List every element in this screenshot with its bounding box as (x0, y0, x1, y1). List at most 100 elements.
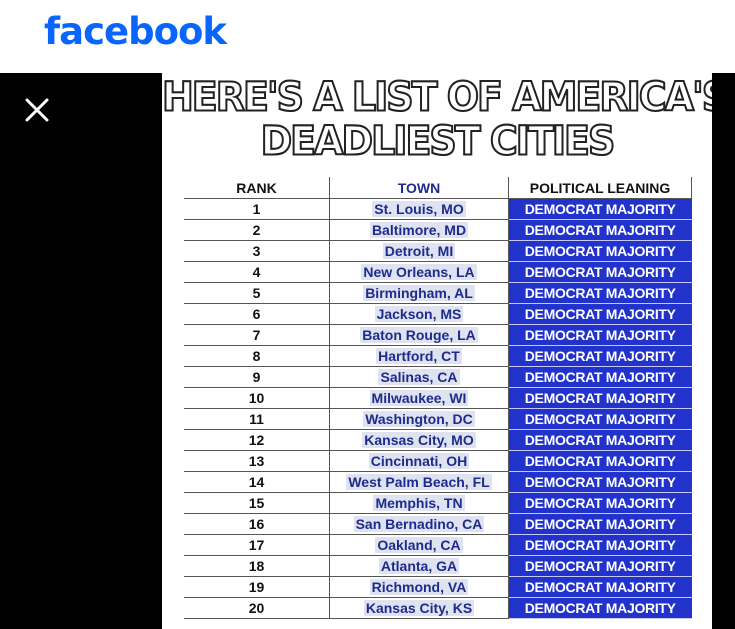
town-cell: Memphis, TN (329, 492, 509, 514)
leaning-cell: DEMOCRAT MAJORITY (508, 492, 692, 514)
rank-cell: 5 (184, 282, 330, 304)
leaning-cell: DEMOCRAT MAJORITY (508, 324, 692, 346)
table-row: 7 Baton Rouge, LA DEMOCRAT MAJORITY (184, 324, 692, 346)
town-label: Milwaukee, WI (369, 390, 469, 406)
table-row: 12 Kansas City, MO DEMOCRAT MAJORITY (184, 429, 692, 451)
table-row: 10 Milwaukee, WI DEMOCRAT MAJORITY (184, 387, 692, 409)
town-cell: Detroit, MI (329, 240, 509, 262)
image-title: HERE'S A LIST OF AMERICA'S DEADLIEST CIT… (162, 73, 712, 165)
photo-viewer: HERE'S A LIST OF AMERICA'S DEADLIEST CIT… (0, 73, 735, 629)
town-label: Oakland, CA (375, 537, 463, 553)
meme-image[interactable]: HERE'S A LIST OF AMERICA'S DEADLIEST CIT… (162, 73, 712, 629)
rank-cell: 15 (184, 492, 330, 514)
table-header-row: RANK TOWN POLITICAL LEANING (184, 177, 692, 199)
leaning-cell: DEMOCRAT MAJORITY (508, 303, 692, 325)
rank-cell: 7 (184, 324, 330, 346)
town-cell: New Orleans, LA (329, 261, 509, 283)
leaning-cell: DEMOCRAT MAJORITY (508, 450, 692, 472)
close-icon (25, 98, 49, 122)
town-label: Cincinnati, OH (368, 453, 470, 469)
town-cell: Washington, DC (329, 408, 509, 430)
leaning-cell: DEMOCRAT MAJORITY (508, 534, 692, 556)
leaning-cell: DEMOCRAT MAJORITY (508, 282, 692, 304)
rank-cell: 4 (184, 261, 330, 283)
town-cell: Baton Rouge, LA (329, 324, 509, 346)
table-row: 11 Washington, DC DEMOCRAT MAJORITY (184, 408, 692, 430)
town-cell: Hartford, CT (329, 345, 509, 367)
table-row: 19 Richmond, VA DEMOCRAT MAJORITY (184, 576, 692, 598)
town-label: Atlanta, GA (378, 558, 460, 574)
table-row: 4 New Orleans, LA DEMOCRAT MAJORITY (184, 261, 692, 283)
town-cell: West Palm Beach, FL (329, 471, 509, 493)
rank-cell: 6 (184, 303, 330, 325)
town-cell: Oakland, CA (329, 534, 509, 556)
town-label: West Palm Beach, FL (346, 474, 492, 490)
rank-cell: 16 (184, 513, 330, 535)
rank-cell: 17 (184, 534, 330, 556)
table-row: 5 Birmingham, AL DEMOCRAT MAJORITY (184, 282, 692, 304)
town-label: Baltimore, MD (369, 222, 469, 238)
town-cell: Cincinnati, OH (329, 450, 509, 472)
leaning-cell: DEMOCRAT MAJORITY (508, 576, 692, 598)
town-label: Hartford, CT (376, 348, 462, 364)
town-label: St. Louis, MO (372, 201, 466, 217)
table-row: 16 San Bernadino, CA DEMOCRAT MAJORITY (184, 513, 692, 535)
rank-cell: 19 (184, 576, 330, 598)
rank-cell: 8 (184, 345, 330, 367)
table-row: 15 Memphis, TN DEMOCRAT MAJORITY (184, 492, 692, 514)
town-label: Kansas City, MO (362, 432, 476, 448)
close-button[interactable] (20, 93, 54, 127)
table-row: 18 Atlanta, GA DEMOCRAT MAJORITY (184, 555, 692, 577)
rank-cell: 12 (184, 429, 330, 451)
town-label: Memphis, TN (373, 495, 465, 511)
rank-cell: 3 (184, 240, 330, 262)
cities-table: RANK TOWN POLITICAL LEANING 1 St. Louis, … (184, 177, 692, 619)
town-cell: Kansas City, KS (329, 597, 509, 619)
rank-cell: 2 (184, 219, 330, 241)
table-row: 17 Oakland, CA DEMOCRAT MAJORITY (184, 534, 692, 556)
rank-cell: 11 (184, 408, 330, 430)
table-row: 9 Salinas, CA DEMOCRAT MAJORITY (184, 366, 692, 388)
town-cell: Salinas, CA (329, 366, 509, 388)
town-label: Jackson, MS (374, 306, 464, 322)
leaning-cell: DEMOCRAT MAJORITY (508, 471, 692, 493)
town-label: Detroit, MI (382, 243, 456, 259)
town-label: Kansas City, KS (363, 600, 475, 616)
rank-cell: 14 (184, 471, 330, 493)
town-label: Salinas, CA (378, 369, 460, 385)
leaning-cell: DEMOCRAT MAJORITY (508, 261, 692, 283)
town-label: Richmond, VA (369, 579, 469, 595)
facebook-header: facebook (0, 0, 735, 73)
town-label: Baton Rouge, LA (360, 327, 478, 343)
town-cell: Jackson, MS (329, 303, 509, 325)
table-row: 1 St. Louis, MO DEMOCRAT MAJORITY (184, 198, 692, 220)
rank-cell: 13 (184, 450, 330, 472)
title-line-2: DEADLIEST CITIES (260, 117, 617, 165)
table-row: 6 Jackson, MS DEMOCRAT MAJORITY (184, 303, 692, 325)
leaning-cell: DEMOCRAT MAJORITY (508, 198, 692, 220)
column-header-leaning: POLITICAL LEANING (508, 177, 692, 199)
leaning-cell: DEMOCRAT MAJORITY (508, 219, 692, 241)
rank-cell: 20 (184, 597, 330, 619)
rank-cell: 9 (184, 366, 330, 388)
leaning-cell: DEMOCRAT MAJORITY (508, 240, 692, 262)
town-cell: Milwaukee, WI (329, 387, 509, 409)
column-header-rank: RANK (184, 177, 330, 199)
town-cell: Baltimore, MD (329, 219, 509, 241)
column-header-town: TOWN (329, 177, 509, 199)
rank-cell: 1 (184, 198, 330, 220)
town-cell: St. Louis, MO (329, 198, 509, 220)
leaning-cell: DEMOCRAT MAJORITY (508, 597, 692, 619)
title-line-1: HERE'S A LIST OF AMERICA'S (162, 73, 712, 121)
table-row: 2 Baltimore, MD DEMOCRAT MAJORITY (184, 219, 692, 241)
table-row: 20 Kansas City, KS DEMOCRAT MAJORITY (184, 597, 692, 619)
facebook-logo[interactable]: facebook (44, 10, 227, 53)
town-label: Washington, DC (363, 411, 475, 427)
leaning-cell: DEMOCRAT MAJORITY (508, 429, 692, 451)
table-row: 3 Detroit, MI DEMOCRAT MAJORITY (184, 240, 692, 262)
town-cell: San Bernadino, CA (329, 513, 509, 535)
table-row: 13 Cincinnati, OH DEMOCRAT MAJORITY (184, 450, 692, 472)
rank-cell: 10 (184, 387, 330, 409)
town-cell: Atlanta, GA (329, 555, 509, 577)
table-row: 8 Hartford, CT DEMOCRAT MAJORITY (184, 345, 692, 367)
